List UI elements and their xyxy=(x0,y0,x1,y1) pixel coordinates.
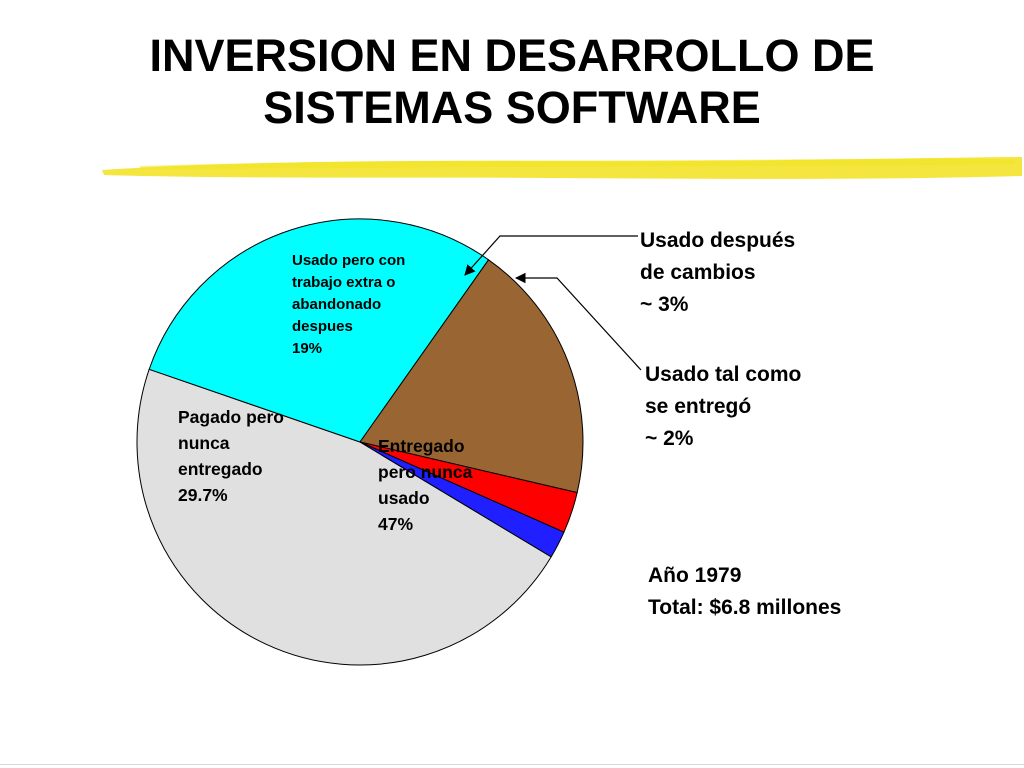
pie-slice-entregado xyxy=(136,368,552,666)
pie-slices xyxy=(136,218,584,666)
annotation-total: Total: $6.8 millones xyxy=(648,596,842,619)
slice-label-usado-extra: Usado pero con trabajo extra o abandonad… xyxy=(292,252,406,357)
annotation-year: Año 1979 xyxy=(648,564,742,587)
slice-label-entregado: Entregado pero nunca usado 47% xyxy=(378,436,473,534)
title-line-1: INVERSION EN DESARROLLO DE xyxy=(149,30,875,81)
brush-stroke-light xyxy=(140,158,1015,169)
slide-title: INVERSION EN DESARROLLO DE SISTEMAS SOFT… xyxy=(0,30,1024,134)
pie-slice-tal-como xyxy=(359,441,565,558)
slice-label-pagado: Pagado pero nunca entregado 29.7% xyxy=(178,407,284,505)
slice-label-cambios: Usado después de cambios ~ 3% xyxy=(640,229,796,316)
pie-slice-usado-extra xyxy=(359,259,584,494)
title-underline-brush xyxy=(102,157,1022,179)
bottom-rule xyxy=(0,764,1024,765)
slice-label-tal-como: Usado tal como se entregó ~ 2% xyxy=(645,363,802,450)
leader-line-cambios xyxy=(464,235,638,276)
pie-slice-pagado xyxy=(148,218,490,443)
title-line-2: SISTEMAS SOFTWARE xyxy=(263,82,761,133)
chart-annotation: Año 1979 Total: $6.8 millones xyxy=(648,560,841,624)
leader-line-tal-como xyxy=(514,272,642,371)
